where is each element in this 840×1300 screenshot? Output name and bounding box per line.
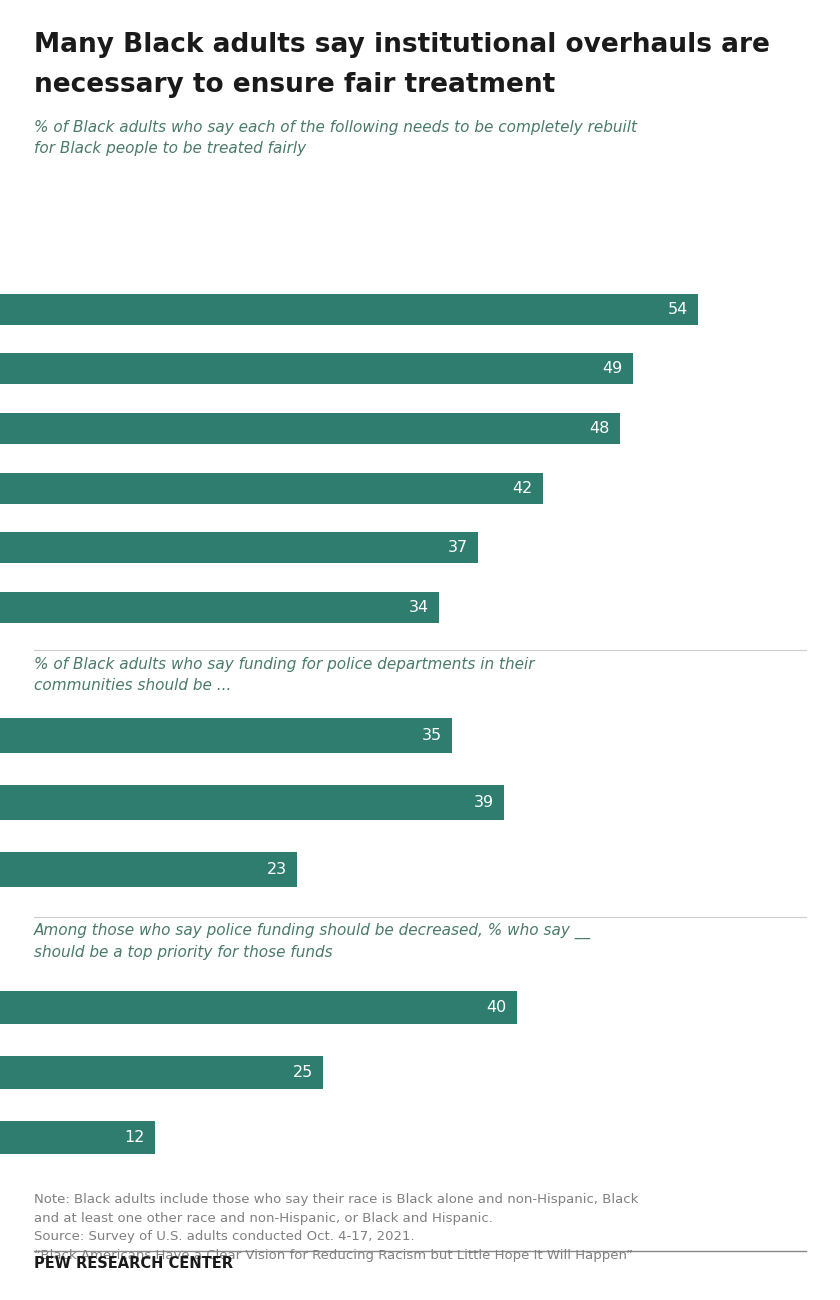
Text: 35: 35 [422, 728, 442, 744]
Text: 39: 39 [474, 796, 494, 810]
Text: 48: 48 [590, 421, 610, 436]
Bar [0, 532, 478, 563]
Bar [0, 718, 452, 753]
Bar [0, 592, 439, 623]
Bar [0, 1056, 323, 1089]
Text: % of Black adults who say funding for police departments in their
communities sh: % of Black adults who say funding for po… [34, 656, 534, 693]
Text: Among those who say police funding should be decreased, % who say __
should be a: Among those who say police funding shoul… [34, 923, 591, 961]
Text: PEW RESEARCH CENTER: PEW RESEARCH CENTER [34, 1256, 233, 1271]
Text: 49: 49 [602, 361, 623, 377]
Text: % of Black adults who say each of the following needs to be completely rebuilt
f: % of Black adults who say each of the fo… [34, 120, 637, 156]
Text: 54: 54 [667, 302, 687, 317]
Text: necessary to ensure fair treatment: necessary to ensure fair treatment [34, 72, 555, 98]
Text: Many Black adults say institutional overhauls are: Many Black adults say institutional over… [34, 32, 769, 58]
Text: 42: 42 [512, 481, 533, 495]
Text: 37: 37 [448, 540, 468, 555]
Bar [0, 785, 504, 820]
Bar [0, 473, 543, 503]
Text: 23: 23 [267, 862, 287, 878]
Bar [0, 853, 297, 888]
Text: 40: 40 [486, 1000, 507, 1015]
Bar [0, 294, 698, 325]
Bar [0, 1121, 155, 1154]
Bar [0, 413, 620, 445]
Bar [0, 354, 633, 385]
Bar [0, 991, 517, 1024]
Text: 12: 12 [124, 1130, 144, 1145]
Text: 34: 34 [409, 599, 429, 615]
Text: 25: 25 [292, 1065, 312, 1080]
Text: Note: Black adults include those who say their race is Black alone and non-Hispa: Note: Black adults include those who say… [34, 1193, 638, 1262]
